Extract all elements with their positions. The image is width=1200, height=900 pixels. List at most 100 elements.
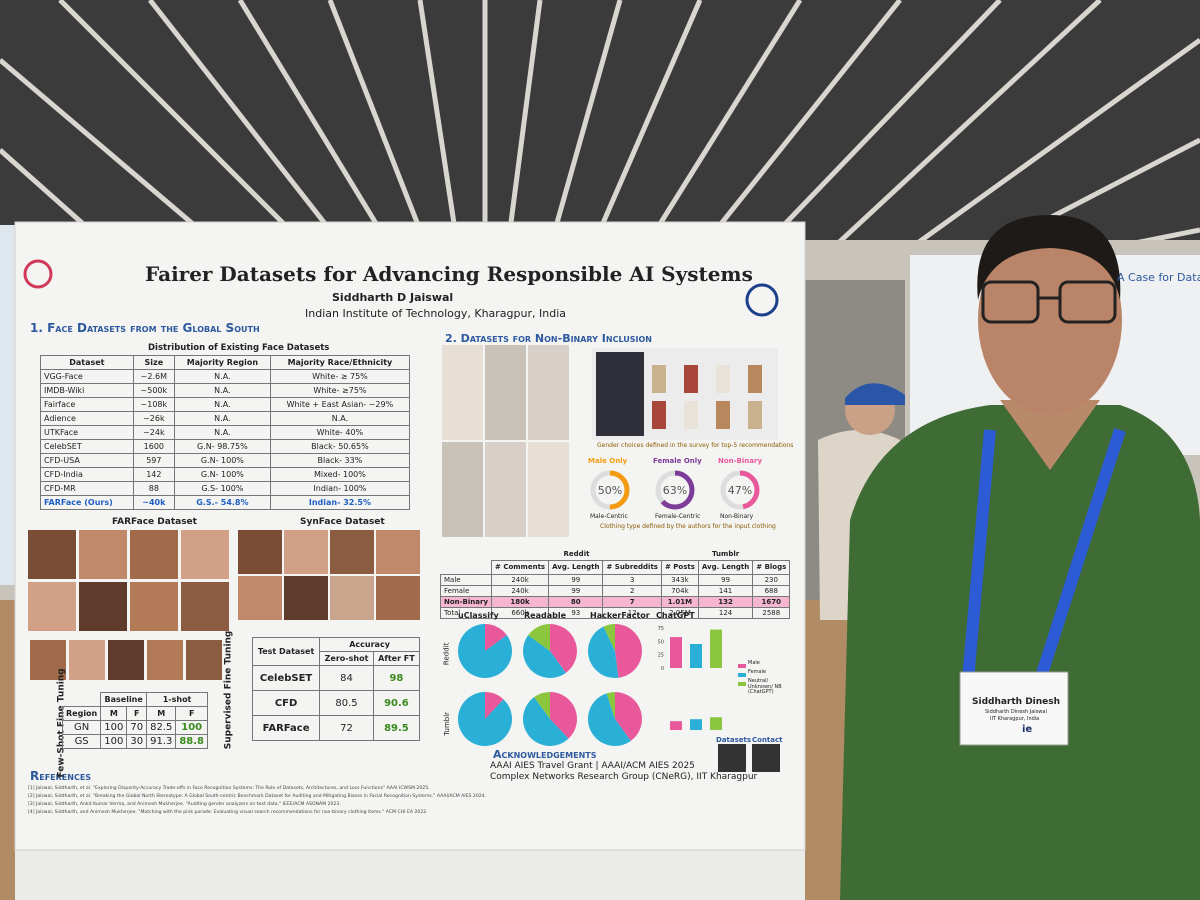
- person-hair: [977, 215, 1121, 300]
- table-header: 1-shot: [146, 692, 209, 707]
- table-header: # Subreddits: [602, 560, 662, 575]
- table-cell: G.S.- 54.8%: [173, 495, 271, 510]
- y-tick-label: 0: [661, 666, 664, 672]
- table-cell: 99: [548, 584, 604, 597]
- table-cell: 132: [697, 595, 754, 608]
- dataset-label: FARFace Dataset: [112, 517, 197, 527]
- acknowledgements-heading: Acknowledgements: [493, 748, 597, 761]
- table-cell: CFD-USA: [40, 453, 134, 468]
- badge: [959, 671, 1069, 746]
- table-cell: 1670: [752, 595, 791, 608]
- acknowledgement: Complex Networks Research Group (CNeRG),…: [490, 772, 758, 782]
- pie-slice: [615, 624, 643, 678]
- badge-name: Siddharth Dinesh: [972, 697, 1061, 707]
- photo-thumbnail: [186, 640, 222, 680]
- photo-thumbnail: [130, 530, 178, 579]
- table-row: Male 240k 99 3 343k 99 230: [439, 573, 791, 586]
- photo-thumbnail: [684, 365, 698, 393]
- table-cell: 99: [548, 573, 604, 586]
- y-tick-label: 50: [658, 639, 664, 645]
- table-cell: N.A.: [173, 383, 271, 398]
- table-cell: 88: [132, 481, 175, 496]
- photo-thumbnail: [181, 582, 229, 631]
- table: Dataset Size Majority Region Majority Race/…: [40, 355, 411, 510]
- table-cell: 80: [548, 595, 604, 608]
- photo-thumbnail: [79, 582, 127, 631]
- table-cell: 99: [697, 573, 754, 586]
- photo-thumbnail: [181, 530, 229, 579]
- table-cell: Male: [439, 573, 493, 586]
- table-row: VGG-Face ~2.6M N.A. White- ≥ 75%: [40, 369, 411, 384]
- table-cell: CFD-India: [40, 467, 134, 482]
- bar: [670, 637, 682, 668]
- table-cell: ~26k: [132, 411, 175, 426]
- table-row: Female 240k 99 2 704k 141 688: [439, 584, 791, 597]
- table-header: Test Dataset: [251, 637, 321, 666]
- background-poster-title: A Case for Data: [1117, 271, 1200, 284]
- photo-thumbnail: [376, 576, 420, 620]
- table-cell: ~500k: [132, 383, 175, 398]
- table-row: CFD-MR 88 G.S- 100% Indian- 100%: [40, 481, 411, 496]
- person-glasses: [981, 280, 1117, 324]
- table-cell: UTKFace: [40, 425, 134, 440]
- legend-swatch: [738, 673, 746, 677]
- table-cell: 230: [752, 573, 791, 586]
- bar: [710, 717, 722, 730]
- table-header-row: Region M F M F: [61, 706, 209, 721]
- table-cell: Indian- 100%: [269, 481, 411, 496]
- table-cell: N.A.: [173, 425, 271, 440]
- references-heading: References: [30, 769, 92, 783]
- tool-label: Readable: [524, 611, 567, 620]
- photo-thumbnail: [238, 576, 282, 620]
- person-face: [978, 225, 1122, 415]
- table-cell: 343k: [660, 573, 699, 586]
- table-cell: 91.3: [146, 734, 177, 749]
- table-cell: CFD: [251, 690, 321, 716]
- table-cell: 89.5: [372, 715, 421, 741]
- table-cell: Black- 50.65%: [269, 439, 411, 454]
- table-cell: 240k: [491, 584, 550, 597]
- gauge-arc: [720, 470, 760, 510]
- table-cell: White- 40%: [269, 425, 411, 440]
- table-cell: White- ≥ 75%: [269, 369, 411, 384]
- photo-thumbnail: [30, 640, 66, 680]
- legend-swatch: [738, 664, 746, 668]
- table-row: CelebSET 84 98: [251, 665, 421, 691]
- side-label: Supervised Fine Tuning: [223, 630, 234, 750]
- table-row: CelebSET 1600 G.N- 98.75% Black- 50.65%: [40, 439, 411, 454]
- photo-thumbnail: [485, 442, 526, 537]
- photo-thumbnail: [130, 582, 178, 631]
- caption: Gender choices defined in the survey for…: [597, 442, 794, 449]
- table-cell: 100: [100, 734, 128, 749]
- table-cell: 1600: [132, 439, 175, 454]
- photo-thumbnail: [748, 401, 762, 429]
- table-header: # Comments: [491, 560, 550, 575]
- table-header: Region: [61, 706, 102, 721]
- table-cell: ~40k: [132, 495, 175, 510]
- pie-slice: [522, 697, 569, 747]
- section-heading: 2. Datasets for Non-Binary Inclusion: [445, 332, 652, 345]
- table-cell: 88.8: [175, 734, 209, 749]
- table-header: [441, 561, 492, 575]
- table-cell: 2: [602, 584, 662, 597]
- table-cell: CelebSET: [251, 665, 321, 691]
- table-row: UTKFace ~24k N.A. White- 40%: [40, 425, 411, 440]
- gauge-value: 63%: [663, 484, 687, 497]
- gauge-label: Female Only: [653, 457, 702, 465]
- table-cell: G.N- 100%: [173, 453, 271, 468]
- reference: [3] Jaiswal, Siddharth, Ankit Kumar Verm…: [28, 802, 341, 807]
- table-cell: 100: [100, 720, 128, 735]
- photo-thumbnail: [79, 530, 127, 579]
- table-header: M: [146, 706, 177, 721]
- table-title: Distribution of Existing Face Datasets: [148, 343, 330, 353]
- table-header: Majority Race/Ethnicity: [269, 355, 411, 370]
- table-cell: IMDB-Wiki: [40, 383, 134, 398]
- reference: [4] Jaiswal, Siddharth, and Animesh Mukh…: [28, 810, 428, 815]
- table-cell: N.A.: [173, 369, 271, 384]
- table-row: FARFace 72 89.5: [251, 715, 421, 741]
- pie-slice: [485, 692, 504, 719]
- legend-swatch: [738, 682, 746, 686]
- table-cell: GS: [61, 734, 102, 749]
- dataset-label: SynFace Dataset: [300, 517, 385, 527]
- pie-slice: [458, 692, 513, 746]
